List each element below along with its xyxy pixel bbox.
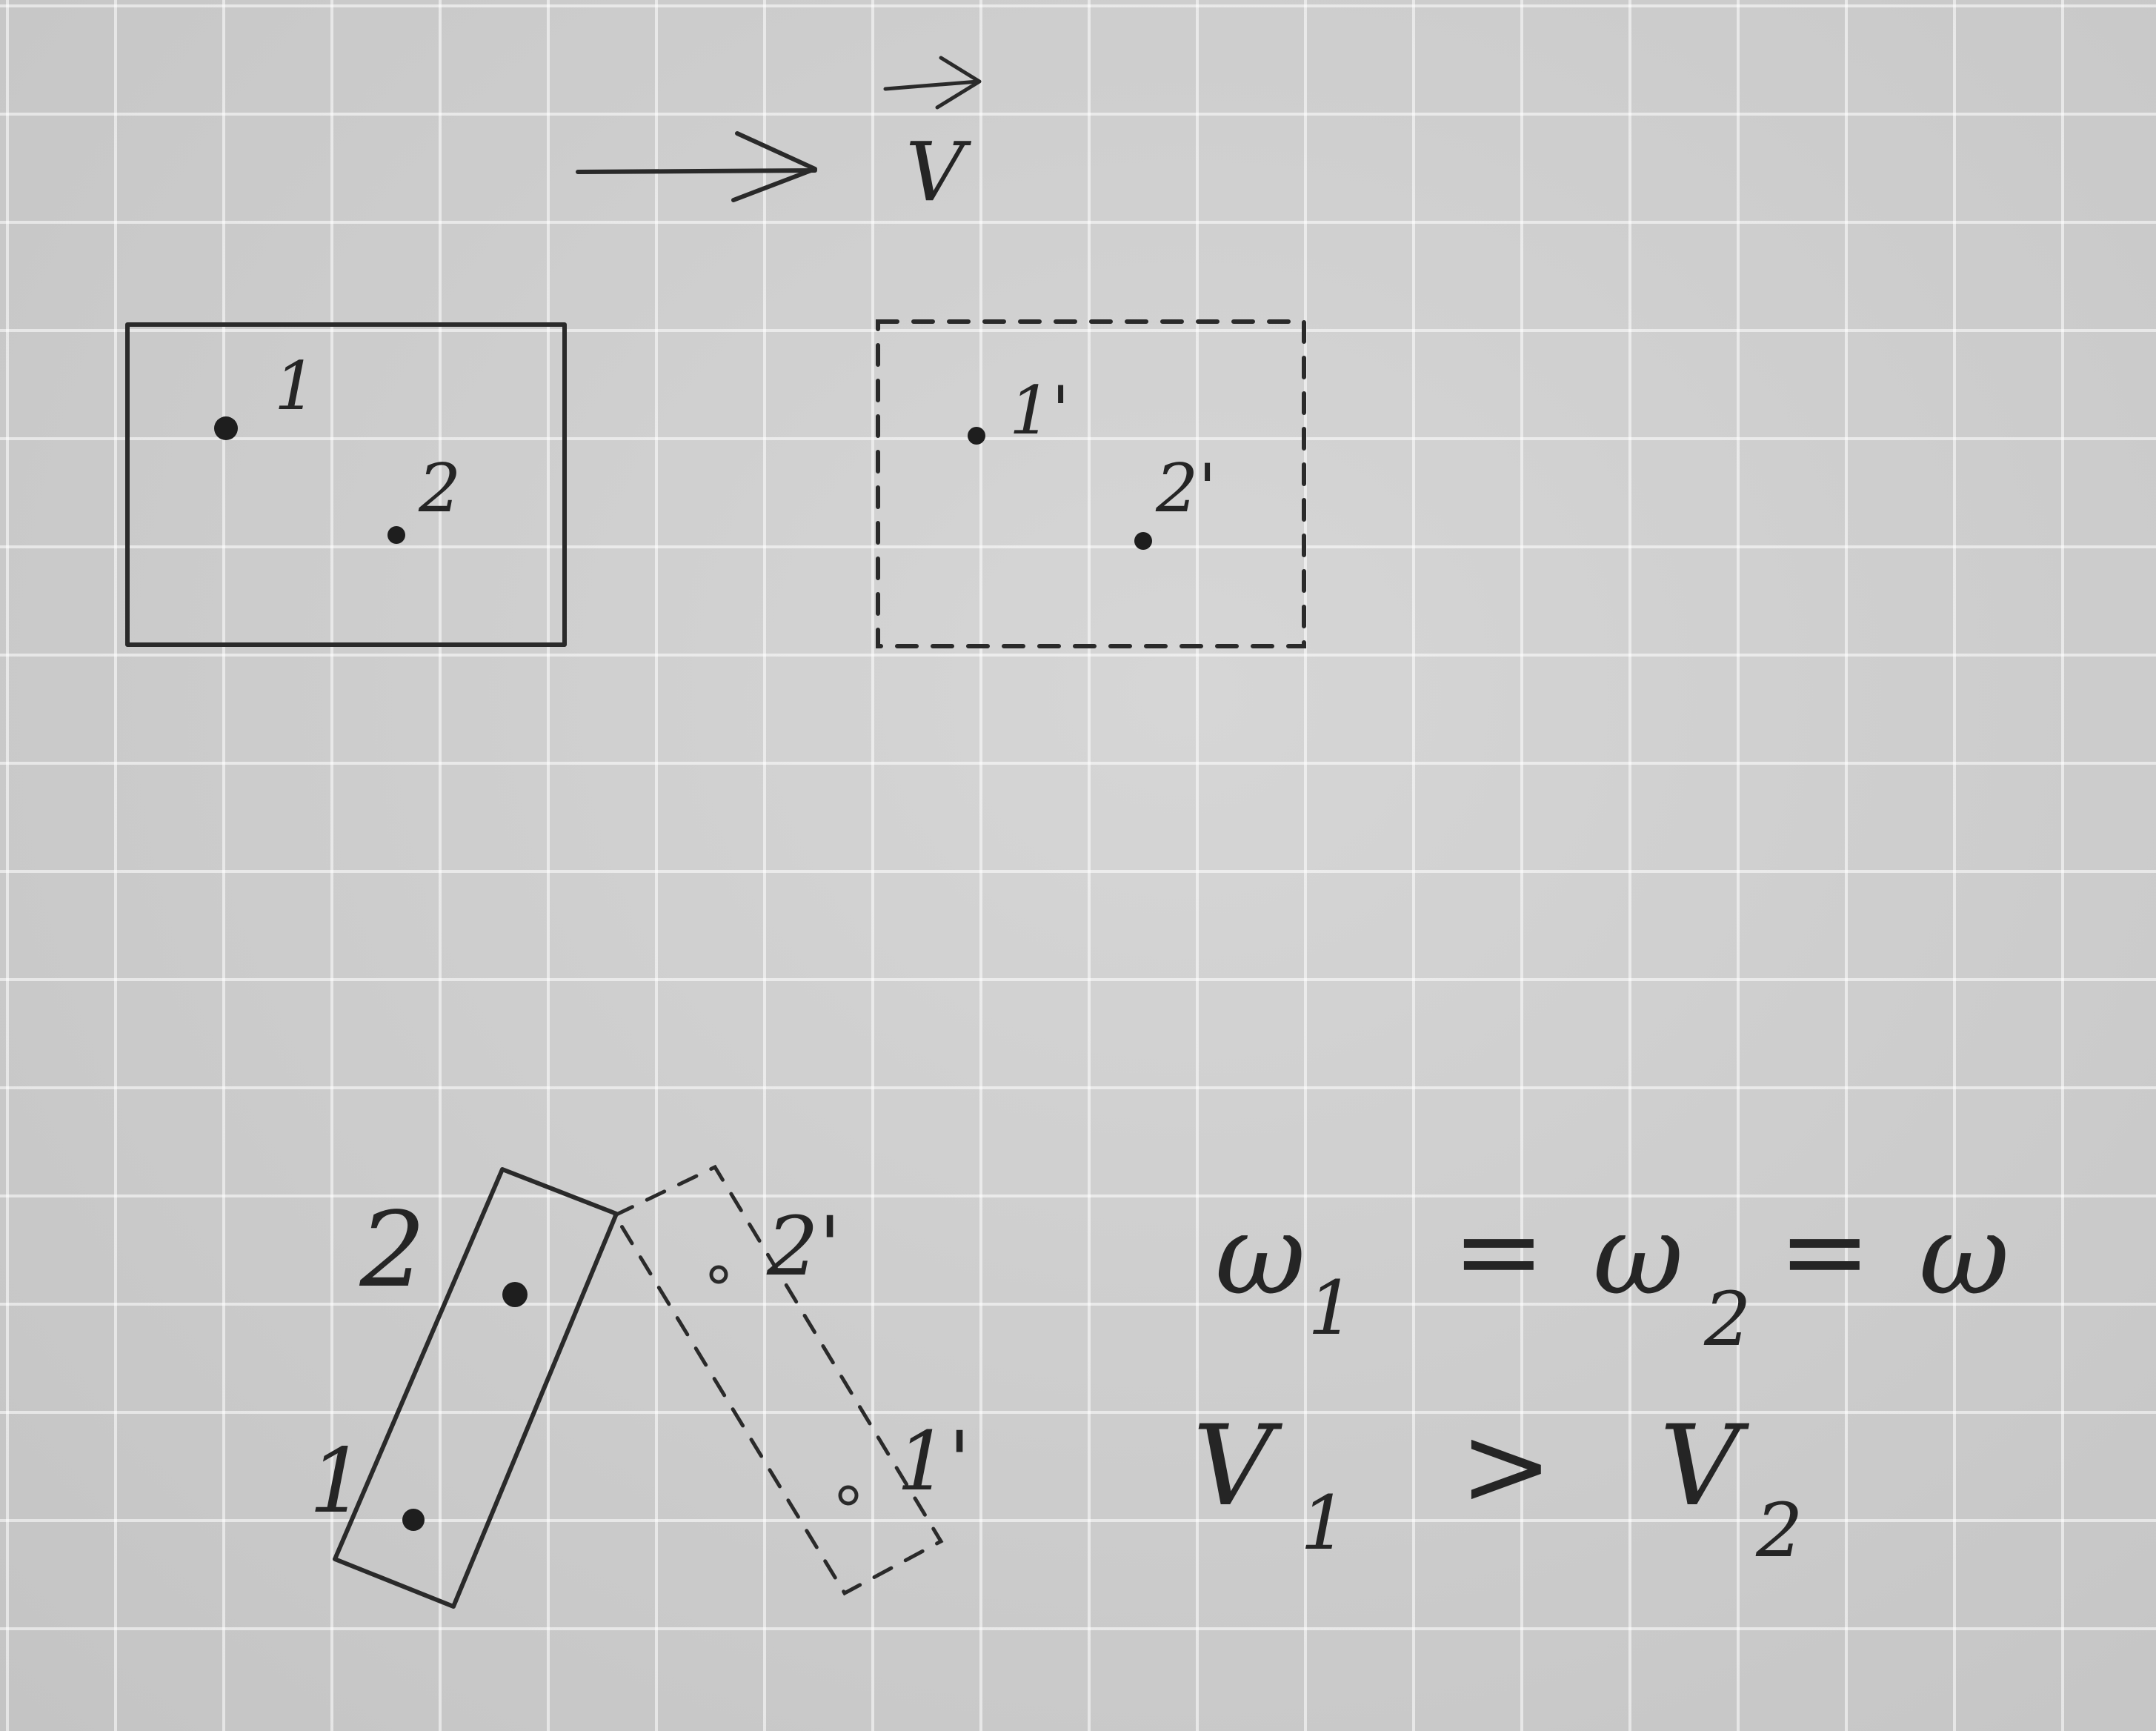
body-rotated-displaced-rectangle	[612, 1164, 944, 1596]
omega-2-subscript: 2	[1703, 1276, 1751, 1363]
omega-1-subscript: 1	[1308, 1265, 1355, 1352]
velocity-2-subscript: 2	[1755, 1487, 1803, 1574]
point-1	[214, 416, 238, 440]
point-2-prime-bottom-label: 2'	[766, 1199, 841, 1294]
point-1-label: 1	[274, 348, 316, 425]
body-translated-rectangle	[876, 319, 1306, 648]
point-2-label: 2	[418, 450, 461, 528]
omega-equation: ω 1 = ω 2 = ω	[1215, 1187, 2009, 1363]
point-2-bottom	[502, 1282, 528, 1307]
velocity-vector-arrow-icon	[883, 56, 982, 110]
body-rotated-rectangle	[333, 1167, 619, 1609]
point-1-bottom-label: 1	[309, 1430, 365, 1533]
translation-arrow	[576, 131, 817, 202]
equals-sign-2: =	[1778, 1187, 1871, 1316]
velocity-1-symbol: V	[1193, 1402, 1283, 1531]
point-1-prime	[968, 427, 985, 445]
point-2-prime-bottom	[709, 1265, 728, 1284]
point-1-bottom	[402, 1509, 425, 1531]
point-2-bottom-label: 2	[359, 1190, 425, 1311]
point-1-prime-bottom-label: 1'	[896, 1414, 971, 1509]
velocity-label: V	[905, 124, 971, 219]
point-1-prime-label: 1'	[1009, 372, 1070, 450]
velocity-1-subscript: 1	[1300, 1480, 1348, 1566]
point-2-prime	[1134, 532, 1152, 550]
point-2-prime-label: 2'	[1155, 450, 1217, 528]
velocity-2-symbol: V	[1660, 1402, 1750, 1531]
body-initial-rectangle	[125, 322, 567, 647]
omega-2-symbol: ω	[1593, 1191, 1683, 1320]
omega-1-symbol: ω	[1215, 1191, 1305, 1320]
point-2	[387, 526, 405, 544]
velocity-inequality: V 1 > V 2	[1193, 1402, 1803, 1574]
point-1-prime-bottom	[838, 1485, 859, 1506]
omega-symbol: ω	[1919, 1191, 2009, 1320]
greater-than-sign: >	[1460, 1402, 1553, 1531]
equals-sign-1: =	[1452, 1187, 1546, 1316]
